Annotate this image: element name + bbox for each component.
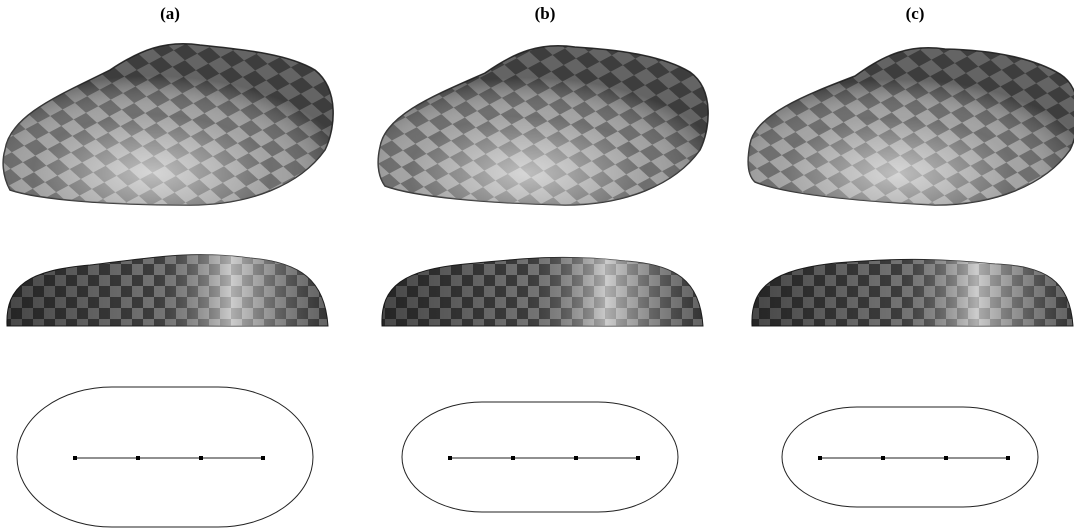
joint [574, 456, 578, 460]
joint [881, 456, 885, 460]
joint [1006, 456, 1010, 460]
joint [448, 456, 452, 460]
joint [818, 456, 822, 460]
joint [199, 456, 203, 460]
side-shading [382, 257, 703, 326]
outline [17, 387, 313, 527]
surface-shading [378, 46, 708, 205]
surface-shading [748, 48, 1074, 205]
joint [136, 456, 140, 460]
joint [511, 456, 515, 460]
joint [73, 456, 77, 460]
panel-label: (c) [906, 4, 925, 23]
panel-label: (a) [160, 4, 180, 23]
side-shading [752, 259, 1073, 326]
figure: (a) (b) (c) [0, 0, 1074, 529]
joint [261, 456, 265, 460]
joint [636, 456, 640, 460]
surface-shading [3, 44, 333, 205]
panel-label: (b) [535, 4, 556, 23]
joint [944, 456, 948, 460]
side-shading [7, 255, 328, 326]
page: (a)(b)(c) (() => { const data = JSON.par… [0, 0, 1074, 529]
